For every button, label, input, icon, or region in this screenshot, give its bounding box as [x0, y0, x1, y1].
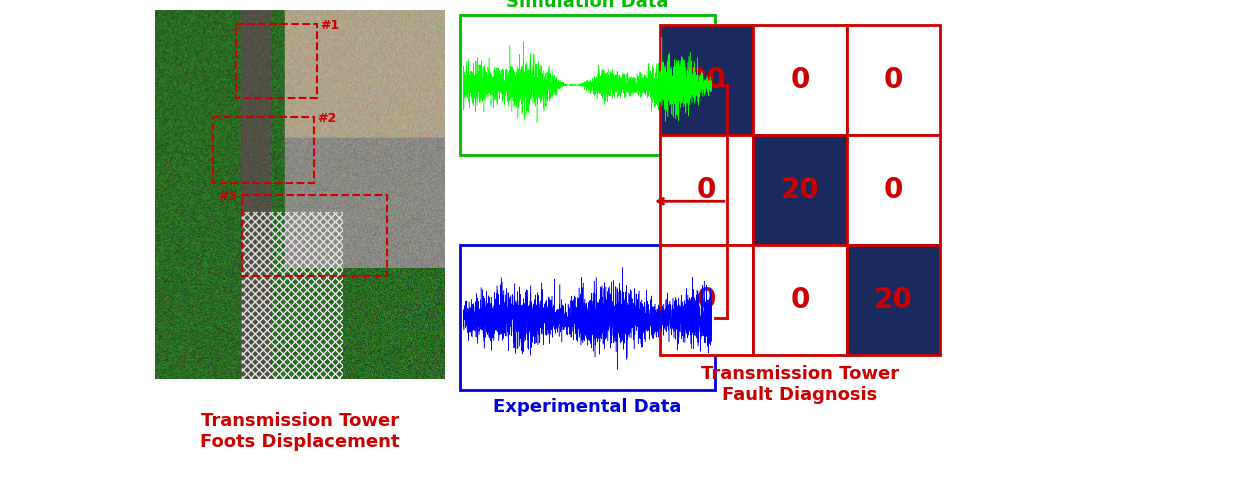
Text: #2: #2 [317, 112, 336, 125]
Text: Transmission Tower
Fault Diagnosis: Transmission Tower Fault Diagnosis [701, 365, 899, 404]
Text: 20: 20 [688, 66, 726, 94]
Text: 20: 20 [874, 286, 912, 314]
Bar [242, 195, 387, 276]
Text: Deep
Learning: Deep Learning [735, 175, 831, 216]
Text: 0: 0 [790, 286, 810, 314]
Bar [846, 135, 940, 245]
Bar [213, 117, 314, 183]
Bar [236, 24, 317, 98]
Bar [660, 135, 754, 245]
Text: 0: 0 [696, 176, 716, 204]
Text: Simulation Data: Simulation Data [507, 0, 669, 11]
Bar [754, 135, 846, 245]
Bar [846, 245, 940, 355]
Text: 0: 0 [884, 66, 904, 94]
Text: #1: #1 [319, 19, 339, 32]
Bar [754, 25, 846, 135]
Bar [660, 245, 754, 355]
Bar [461, 245, 715, 390]
Bar [754, 245, 846, 355]
Bar [660, 25, 754, 135]
Text: 0: 0 [696, 286, 716, 314]
Text: 20: 20 [781, 176, 820, 204]
Text: #3: #3 [218, 190, 237, 203]
Text: Experimental Data: Experimental Data [493, 398, 681, 416]
Text: 0: 0 [790, 66, 810, 94]
Text: Transmission Tower
Foots Displacement: Transmission Tower Foots Displacement [200, 412, 399, 451]
Bar [846, 25, 940, 135]
Text: 0: 0 [884, 176, 904, 204]
Bar [461, 15, 715, 155]
